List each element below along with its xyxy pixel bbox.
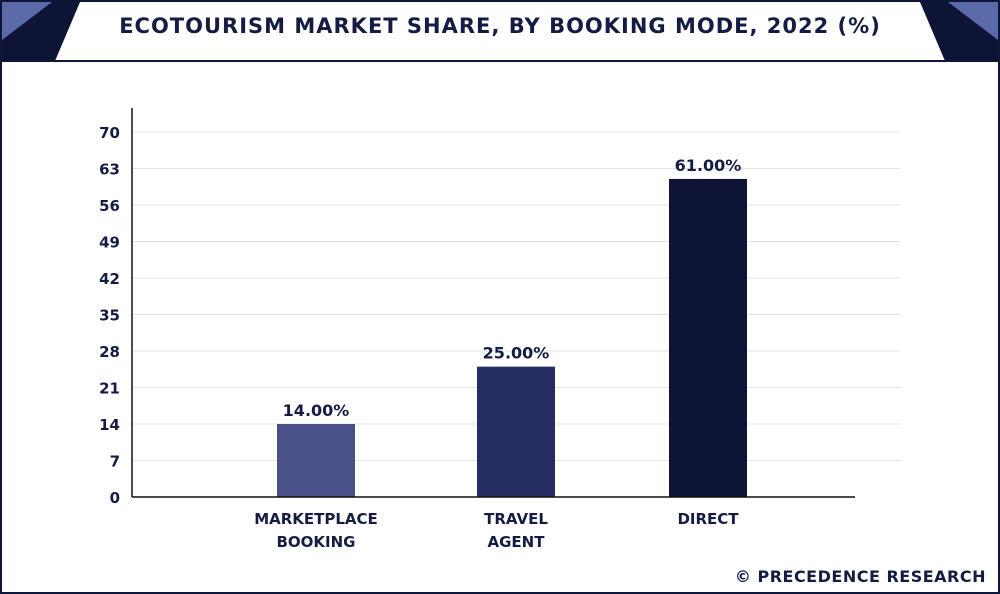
y-tick-label: 28: [99, 343, 120, 361]
x-tick-label: BOOKING: [276, 533, 355, 551]
y-tick-label: 70: [99, 124, 120, 142]
header-band: [2, 2, 998, 60]
corner-decoration-right: [920, 2, 998, 61]
chart-title: ECOTOURISM MARKET SHARE, BY BOOKING MODE…: [119, 14, 881, 38]
y-tick-label: 49: [99, 234, 120, 252]
value-label: 14.00%: [283, 401, 350, 420]
x-tick-labels: MARKETPLACE BOOKING TRAVEL AGENT DIRECT: [254, 510, 739, 551]
y-tick-label: 56: [99, 197, 120, 215]
x-tick-label: DIRECT: [677, 510, 739, 528]
value-label: 25.00%: [483, 344, 550, 363]
y-tick-label: 14: [99, 416, 120, 434]
x-tick-label: AGENT: [488, 533, 546, 551]
x-tick-label: MARKETPLACE: [254, 510, 378, 528]
value-label: 61.00%: [675, 156, 742, 175]
bar: [477, 366, 555, 497]
bar: [277, 424, 355, 497]
bar: [669, 178, 747, 497]
value-labels: 14.00% 25.00% 61.00%: [283, 156, 742, 420]
bars: [277, 178, 747, 497]
footer-credit: © PRECEDENCE RESEARCH: [734, 567, 986, 586]
y-tick-labels: 0 7 14 21 28 35 42 49 56 63 70: [99, 124, 120, 507]
y-tick-label: 7: [110, 453, 120, 471]
corner-decoration-left: [2, 2, 80, 61]
y-tick-label: 0: [110, 489, 120, 507]
y-tick-label: 42: [99, 270, 120, 288]
y-tick-label: 63: [99, 161, 120, 179]
x-tick-label: TRAVEL: [484, 510, 548, 528]
y-tick-label: 21: [99, 380, 120, 398]
y-tick-label: 35: [99, 307, 120, 325]
